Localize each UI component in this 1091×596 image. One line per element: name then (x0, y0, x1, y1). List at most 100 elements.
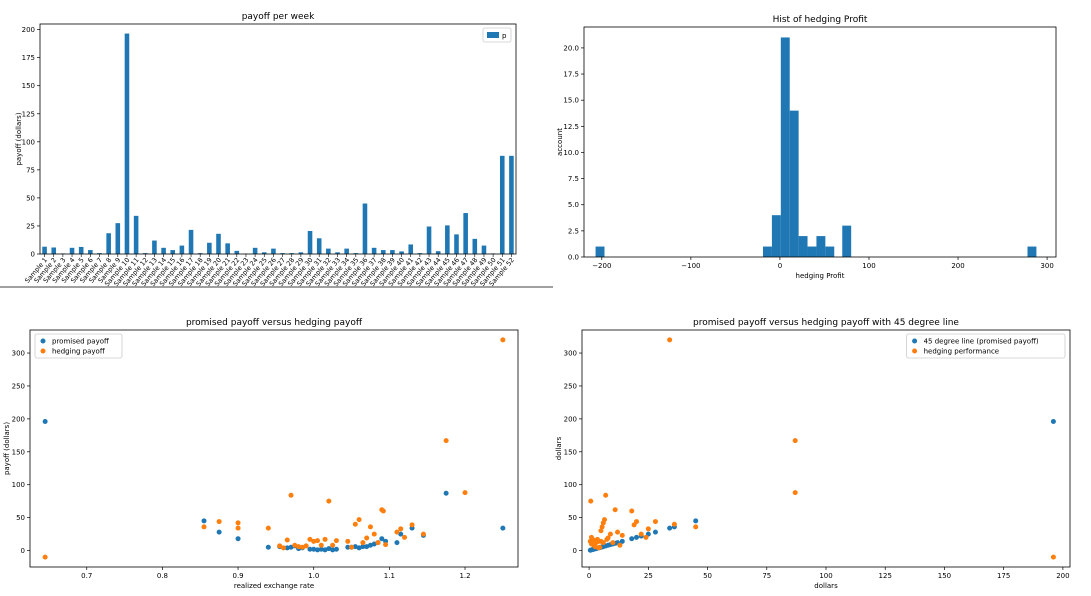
scatter-point-orange (352, 521, 358, 527)
scatter-point-orange (633, 519, 639, 525)
scatter-point-orange (500, 337, 506, 343)
bar (170, 250, 176, 254)
y-tick-label: 2.5 (568, 227, 579, 235)
bar (261, 252, 267, 254)
y-tick-label: 100 (564, 481, 577, 489)
axes-frame (39, 23, 517, 255)
histogram-bar (798, 236, 808, 257)
scatter-point-blue (629, 536, 635, 542)
scatter-point-orange (638, 531, 644, 537)
scatter-point-blue (1050, 419, 1056, 425)
y-tick-label: 50 (568, 514, 577, 522)
scatter-point-blue (500, 525, 506, 531)
y-tick-label: 100 (22, 138, 35, 146)
legend-marker (40, 338, 46, 344)
bar (188, 229, 194, 254)
scatter-point-blue (235, 536, 241, 542)
scatter-point-orange (610, 540, 616, 546)
histogram-bar (763, 246, 772, 257)
bar (252, 247, 258, 254)
x-tick-label: 1.2 (459, 572, 470, 580)
scatter-point-blue (379, 536, 385, 542)
scatter-point-orange (333, 538, 339, 544)
bar (97, 253, 102, 254)
bar (326, 248, 331, 254)
x-tick-label: 1.0 (308, 572, 319, 580)
y-tick-label: 200 (12, 415, 25, 423)
y-tick-label: 0.0 (568, 254, 579, 262)
scatter-point-orange (307, 536, 313, 542)
histogram-bar (825, 246, 835, 257)
bar (316, 238, 322, 254)
y-tick-label: 17.5 (563, 71, 579, 79)
scatter-point-orange (201, 524, 207, 530)
bar (51, 247, 57, 254)
scatter-point-orange (375, 540, 381, 546)
scatter-point-orange (619, 532, 625, 538)
x-tick-label: −200 (592, 262, 611, 270)
y-axis-label: payoff (dollars) (3, 422, 11, 475)
chart-title: Hist of hedging Profit (773, 15, 868, 25)
scatter-point-orange (599, 524, 605, 530)
x-tick-label: 100 (862, 262, 875, 270)
y-tick-label: 5.0 (568, 201, 579, 209)
x-tick-label: 0 (778, 262, 782, 270)
x-tick-label: 200 (951, 262, 964, 270)
scatter-point-orange (235, 525, 241, 531)
y-tick-label: 300 (564, 350, 577, 358)
scatter-point-orange (322, 536, 328, 542)
scatter-point-blue (633, 534, 639, 540)
bar (445, 225, 450, 254)
bar (207, 242, 212, 254)
scatter-point-orange (597, 544, 603, 550)
scatter-point-orange (617, 542, 623, 548)
bar (115, 223, 121, 254)
bar (161, 247, 166, 254)
y-tick-label: 50 (16, 514, 25, 522)
scatter-point-orange (356, 517, 362, 523)
x-tick-label: 25 (644, 572, 653, 580)
bar (390, 250, 395, 254)
y-tick-label: 10.0 (563, 149, 579, 157)
scatter-point-orange (371, 531, 377, 537)
bar (298, 252, 304, 254)
scatter-point-orange (605, 535, 611, 541)
y-tick-label: 200 (22, 26, 35, 34)
y-tick-label: 175 (22, 54, 35, 62)
scatter-point-blue (284, 545, 290, 551)
bar (335, 252, 340, 254)
scatter-point-orange (667, 337, 673, 343)
y-axis-label: dollars (555, 436, 563, 460)
scatter-point-blue (322, 547, 328, 553)
y-tick-label: 75 (26, 166, 35, 174)
chart-title: promised payoff versus hedging payoff wi… (693, 318, 959, 328)
y-tick-label: 100 (12, 481, 25, 489)
bar (408, 244, 414, 254)
bar (216, 233, 221, 254)
bar (426, 226, 432, 254)
axes-frame (29, 329, 519, 568)
chart-1: payoff per week0255075100125150175200Sam… (15, 12, 517, 288)
bar (399, 251, 404, 254)
y-axis-label: account (556, 128, 564, 156)
legend-marker (912, 348, 918, 354)
axes-frame (581, 329, 1071, 568)
bar (69, 247, 75, 254)
legend-label: hedging payoff (52, 348, 105, 356)
scatter-point-orange (612, 507, 618, 513)
scatter-point-blue (364, 544, 370, 550)
bar (124, 33, 130, 254)
scatter-point-orange (615, 529, 621, 535)
bar (42, 246, 47, 254)
bar (78, 246, 84, 254)
bar (133, 215, 139, 254)
scatter-point-orange (216, 519, 222, 525)
scatter-point-blue (367, 542, 373, 548)
x-axis-label: realized exchange rate (234, 582, 314, 590)
x-tick-label: 200 (1056, 572, 1069, 580)
scatter-point-orange (284, 537, 290, 543)
histogram-bar (780, 37, 790, 257)
chart-4: promised payoff versus hedging payoff wi… (555, 318, 1071, 590)
axes-frame (583, 26, 1057, 258)
scatter-point-blue (265, 544, 271, 550)
